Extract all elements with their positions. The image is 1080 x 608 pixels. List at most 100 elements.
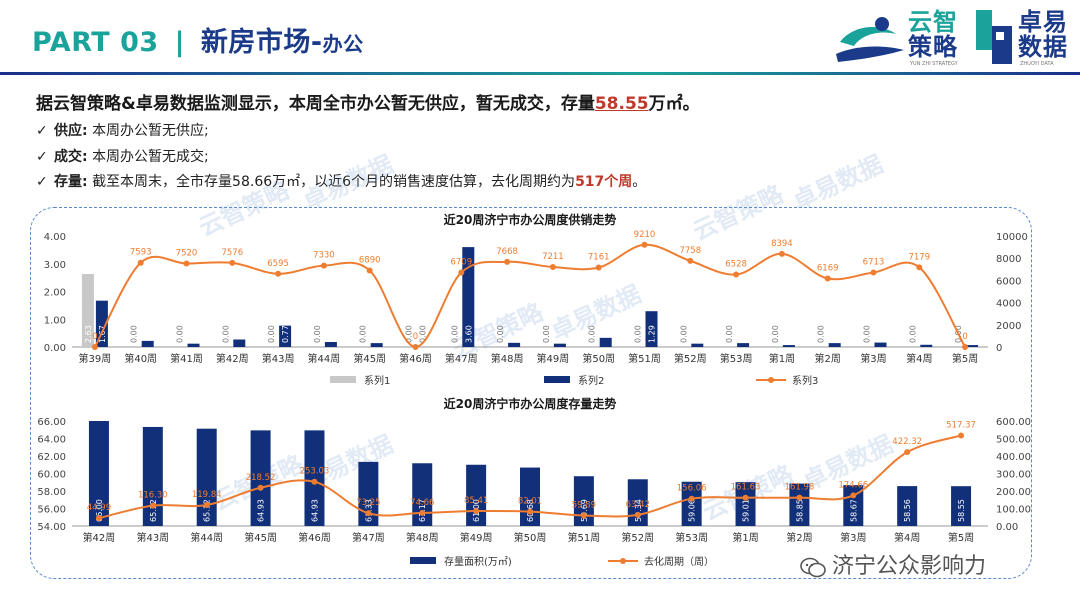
check-icon: ✓ (36, 174, 48, 190)
x-tick-label: 第4周 (894, 531, 920, 544)
bar (599, 337, 612, 347)
x-tick-label: 第5周 (952, 352, 978, 365)
legend-marker (768, 377, 774, 383)
x-tick-label: 第53周 (675, 531, 708, 544)
line-point (634, 511, 641, 518)
bar (358, 461, 379, 526)
line-point (91, 344, 98, 350)
y-left-tick-label: 3.00 (44, 260, 66, 271)
y-left-tick-label: 54.00 (37, 522, 66, 533)
bullet-label: 供应: (54, 123, 88, 139)
line-point (137, 259, 144, 266)
legend-label: 存量面积(万㎡) (444, 555, 512, 568)
y-right-tick-label: 600.00 (996, 417, 1031, 428)
line-point (365, 510, 372, 517)
x-tick-label: 第49周 (537, 352, 570, 365)
bar-value-label: 0.00 (634, 325, 643, 343)
x-tick-label: 第46周 (298, 531, 331, 544)
line-point (473, 508, 480, 515)
legend-label: 去化周期（周） (644, 555, 714, 568)
legend-label: 系列3 (792, 374, 818, 387)
line-point (778, 250, 785, 257)
line-value-label: 517.37 (946, 420, 976, 430)
x-tick-label: 第47周 (352, 531, 385, 544)
zhuoyi-tagline: ZHUOYI DATA (1020, 61, 1054, 67)
line-point (687, 257, 694, 264)
x-tick-label: 第52周 (674, 352, 707, 365)
bar-value-label: 0.00 (588, 325, 597, 343)
line-point (458, 269, 465, 276)
bar-value-label: 65.12 (203, 499, 212, 522)
line-value-label: 161.63 (731, 483, 761, 493)
bar-value-label: 0.00 (419, 325, 428, 343)
bar (279, 325, 292, 347)
y-right-tick-label: 200.00 (996, 487, 1031, 498)
line-point (203, 502, 210, 509)
line-value-label: 6169 (817, 264, 839, 274)
line-point (504, 258, 511, 265)
bar-value-label: 0.00 (542, 325, 551, 343)
bullet-text: 截至本周末，全市存量58.66万㎡，以近6个月的销售速度估算，去化周期约为 (92, 174, 576, 190)
bar (187, 343, 200, 347)
x-tick-label: 第2周 (815, 352, 841, 365)
bar-value-label: 0.00 (313, 325, 322, 343)
legend-label: 系列1 (364, 374, 390, 387)
line-value-label: 7330 (313, 251, 335, 261)
y-left-tick-label: 58.00 (37, 487, 66, 498)
bar (142, 426, 163, 526)
line-point (95, 515, 102, 522)
line-point (904, 449, 911, 456)
chart-frame (30, 207, 1032, 579)
line-value-label: 119.84 (192, 490, 222, 500)
line-value-label: 74.66 (410, 498, 434, 508)
bar-value-label: 3.60 (464, 325, 473, 343)
x-tick-label: 第1周 (732, 531, 758, 544)
bar-value-label: 0.00 (908, 325, 917, 343)
bar (951, 486, 972, 526)
line-point (850, 492, 857, 499)
line-point (733, 271, 740, 278)
zhuoyi-line1: 卓易 (1018, 8, 1068, 36)
bar-value-label: 58.55 (957, 499, 966, 522)
bar (782, 345, 795, 347)
y-right-tick-label: 100.00 (996, 505, 1031, 516)
line-value-label: 82.01 (518, 497, 542, 507)
yunzhi-swirl-icon (836, 17, 904, 62)
y-right-tick-label: 0.00 (996, 522, 1018, 533)
y-left-tick-label: 4.00 (44, 232, 66, 243)
x-tick-label: 第2周 (786, 531, 812, 544)
x-tick-label: 第1周 (769, 352, 795, 365)
line-value-label: 7593 (130, 248, 152, 258)
x-tick-label: 第48周 (491, 352, 524, 365)
x-tick-label: 第3周 (860, 352, 886, 365)
bar-value-label: 59.01 (742, 499, 751, 522)
zhuoyi-line2: 数据 (1018, 33, 1068, 61)
line-point (549, 263, 556, 270)
bar-value-label: 58.67 (849, 499, 858, 522)
bar (553, 343, 566, 347)
line-value-label: 73.25 (356, 498, 380, 508)
bar-value-label: 1.67 (98, 325, 107, 343)
line-point (580, 512, 587, 519)
bar (250, 430, 271, 526)
line-point (527, 508, 533, 515)
line-point (311, 478, 318, 485)
line-point (149, 502, 156, 509)
legend-swatch (410, 557, 436, 564)
x-tick-label: 第4周 (906, 352, 932, 365)
header: PART 03 | 新房市场-办公 云智 策略 YUN ZHI STRATEGY… (0, 0, 1080, 76)
bar-value-label: 0.00 (771, 325, 780, 343)
bar (920, 344, 933, 347)
line-value-label: 7668 (496, 247, 518, 257)
x-tick-label: 第41周 (170, 352, 203, 365)
line-point (962, 344, 969, 350)
line-value-label: 44.99 (87, 503, 111, 513)
part-label: PART 03 (32, 27, 159, 58)
summary-prefix: 据云智策略&卓易数据监测显示，本周全市办公暂无供应，暂无成交，存量 (36, 94, 595, 114)
bullet-deals: ✓ 成交: 本周办公暂无成交; (36, 146, 209, 166)
bar-value-label: 59.69 (580, 499, 589, 522)
bar-value-label: 0.00 (130, 325, 139, 343)
y-left-tick-label: 2.00 (44, 288, 66, 299)
bullet-stock: ✓ 存量: 截至本周末，全市存量58.66万㎡，以近6个月的销售速度估算，去化周期… (36, 171, 646, 191)
